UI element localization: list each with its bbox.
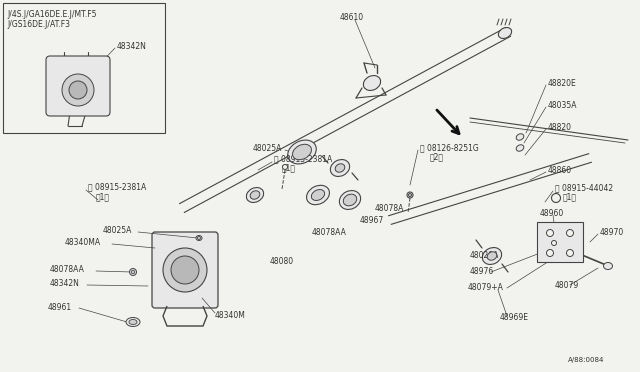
Ellipse shape: [129, 269, 136, 276]
Ellipse shape: [129, 320, 137, 324]
Text: ⓦ 08915-44042: ⓦ 08915-44042: [555, 183, 613, 192]
Text: 48967: 48967: [360, 215, 384, 224]
Ellipse shape: [516, 145, 524, 151]
Ellipse shape: [250, 191, 260, 199]
Text: 48035A: 48035A: [548, 100, 577, 109]
Ellipse shape: [126, 317, 140, 327]
Text: A/88:0084: A/88:0084: [568, 357, 604, 363]
Text: 48078A: 48078A: [375, 203, 404, 212]
Text: 48820: 48820: [548, 122, 572, 131]
Text: J/GS16DE.J/AT.F3: J/GS16DE.J/AT.F3: [7, 19, 70, 29]
Text: 48079+A: 48079+A: [468, 283, 504, 292]
Text: 48820E: 48820E: [548, 78, 577, 87]
Ellipse shape: [343, 194, 356, 206]
Text: 48860: 48860: [548, 166, 572, 174]
Ellipse shape: [487, 252, 497, 260]
Text: （2）: （2）: [430, 153, 444, 161]
Ellipse shape: [307, 185, 330, 205]
Ellipse shape: [69, 81, 87, 99]
Ellipse shape: [483, 247, 502, 264]
Text: 48080: 48080: [270, 257, 294, 266]
Ellipse shape: [499, 28, 511, 38]
Ellipse shape: [131, 270, 135, 274]
FancyBboxPatch shape: [152, 232, 218, 308]
Ellipse shape: [604, 263, 612, 269]
Text: 48079: 48079: [555, 280, 579, 289]
FancyBboxPatch shape: [537, 222, 583, 262]
Ellipse shape: [330, 160, 349, 176]
Ellipse shape: [364, 76, 381, 90]
Text: 48960: 48960: [540, 208, 564, 218]
Text: 48078AA: 48078AA: [50, 266, 85, 275]
Ellipse shape: [566, 230, 573, 237]
Text: 48342N: 48342N: [50, 279, 80, 289]
Ellipse shape: [552, 193, 561, 202]
Ellipse shape: [407, 192, 413, 198]
Text: 48961: 48961: [48, 304, 72, 312]
Text: 48020A: 48020A: [470, 251, 499, 260]
Ellipse shape: [339, 190, 360, 209]
Ellipse shape: [62, 74, 94, 106]
FancyBboxPatch shape: [3, 3, 165, 133]
Ellipse shape: [288, 140, 316, 164]
Ellipse shape: [292, 144, 312, 160]
Text: 48342N: 48342N: [117, 42, 147, 51]
Ellipse shape: [282, 164, 287, 170]
Text: ⓦ 08915-2381A: ⓦ 08915-2381A: [274, 154, 332, 164]
Text: 48078AA: 48078AA: [312, 228, 347, 237]
Ellipse shape: [246, 187, 264, 202]
Ellipse shape: [198, 237, 200, 240]
Text: 48340MA: 48340MA: [65, 237, 101, 247]
Text: （1）: （1）: [563, 192, 577, 202]
Ellipse shape: [312, 189, 324, 201]
Ellipse shape: [335, 164, 345, 172]
Text: （1）: （1）: [96, 192, 110, 202]
Ellipse shape: [516, 134, 524, 140]
Text: 48025A: 48025A: [253, 144, 282, 153]
Text: ⓦ 08915-2381A: ⓦ 08915-2381A: [88, 183, 147, 192]
Ellipse shape: [547, 230, 554, 237]
Ellipse shape: [163, 248, 207, 292]
Text: （1）: （1）: [282, 164, 296, 173]
Text: 48969E: 48969E: [500, 314, 529, 323]
Text: J/4S.J/GA16DE.E.J/MT.F5: J/4S.J/GA16DE.E.J/MT.F5: [7, 10, 97, 19]
Ellipse shape: [171, 256, 199, 284]
FancyBboxPatch shape: [46, 56, 110, 116]
Text: 48976: 48976: [470, 267, 494, 276]
Text: 48610: 48610: [340, 13, 364, 22]
Text: 48340M: 48340M: [215, 311, 246, 320]
Text: Ⓑ 08126-8251G: Ⓑ 08126-8251G: [420, 144, 479, 153]
Ellipse shape: [552, 241, 557, 246]
Text: 48025A: 48025A: [103, 225, 132, 234]
Ellipse shape: [408, 193, 412, 196]
Text: W: W: [553, 196, 559, 201]
Ellipse shape: [196, 235, 202, 241]
Ellipse shape: [566, 250, 573, 257]
Ellipse shape: [547, 250, 554, 257]
Text: 48970: 48970: [600, 228, 624, 237]
